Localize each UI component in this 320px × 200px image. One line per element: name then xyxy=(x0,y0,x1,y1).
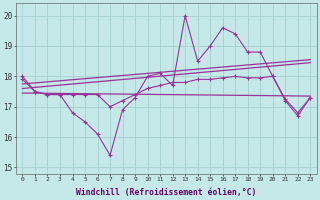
X-axis label: Windchill (Refroidissement éolien,°C): Windchill (Refroidissement éolien,°C) xyxy=(76,188,257,197)
